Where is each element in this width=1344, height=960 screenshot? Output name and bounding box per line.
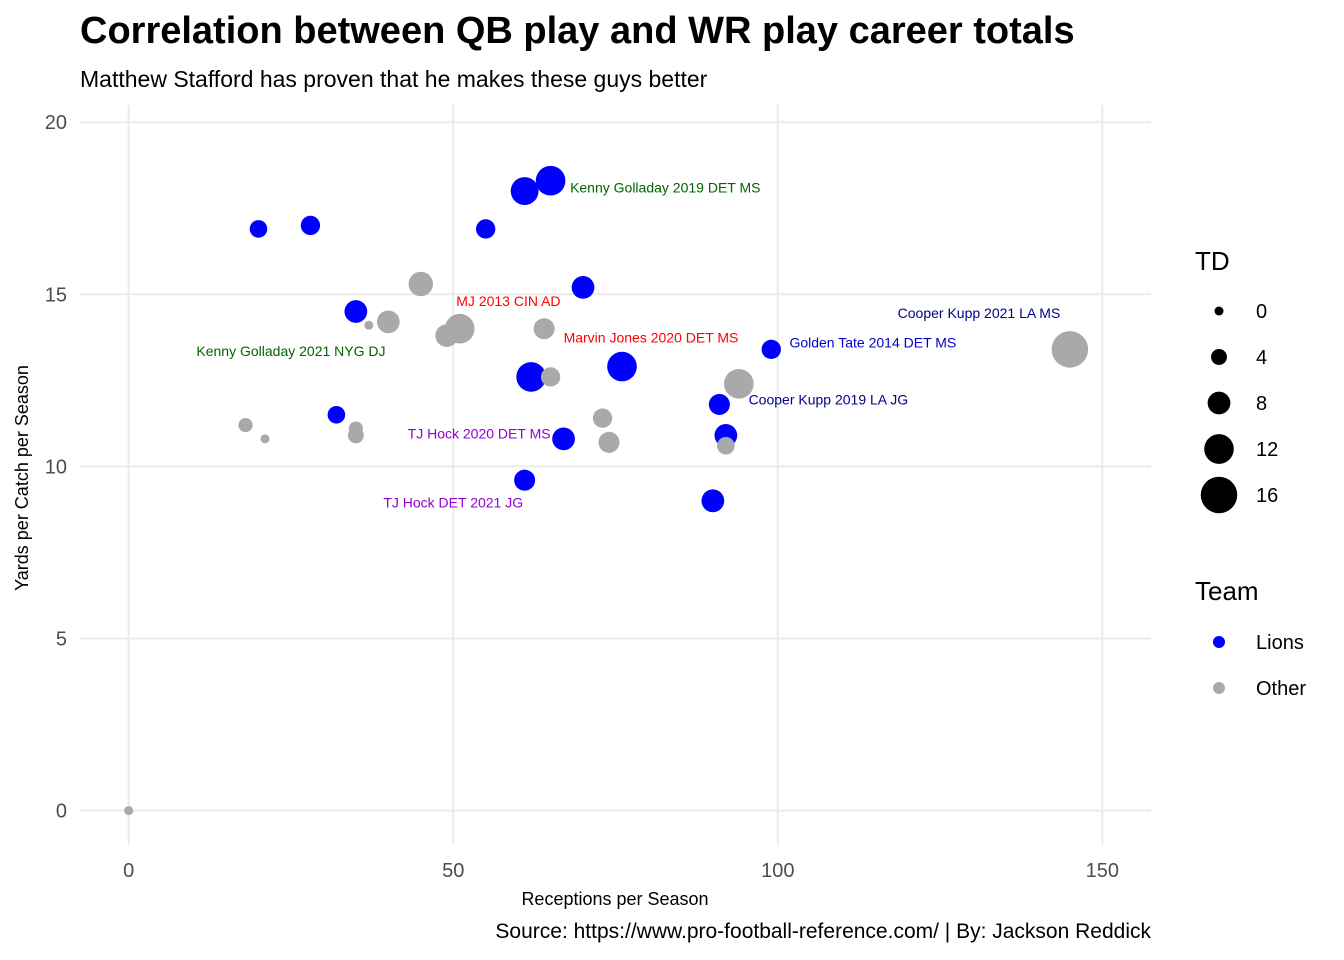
data-point bbox=[516, 362, 546, 392]
legend: TD 0 4 8 12 16 Team Lions Other bbox=[1195, 246, 1306, 700]
axis-ticks: 0 50 100 150 0 5 10 15 20 bbox=[45, 112, 1119, 882]
data-point bbox=[408, 271, 434, 297]
data-point bbox=[701, 489, 725, 513]
point-label: MJ 2013 CIN AD bbox=[456, 293, 560, 309]
data-point bbox=[717, 436, 735, 455]
size-legend-key bbox=[1200, 476, 1238, 514]
data-point bbox=[249, 220, 268, 238]
x-tick-label: 150 bbox=[1086, 860, 1119, 882]
data-point bbox=[476, 219, 496, 239]
size-legend-title: TD bbox=[1195, 246, 1230, 276]
data-point bbox=[327, 405, 346, 424]
data-point bbox=[708, 393, 730, 415]
point-label: Golden Tate 2014 DET MS bbox=[789, 334, 956, 350]
y-tick-label: 0 bbox=[56, 801, 67, 823]
data-point bbox=[376, 310, 400, 334]
point-label: Kenny Golladay 2019 DET MS bbox=[570, 180, 760, 196]
data-point bbox=[552, 427, 575, 451]
size-legend-label: 8 bbox=[1256, 393, 1267, 415]
color-legend-key bbox=[1213, 682, 1225, 694]
size-legend-label: 16 bbox=[1256, 485, 1278, 507]
data-point bbox=[238, 418, 253, 433]
size-legend-label: 4 bbox=[1256, 347, 1267, 369]
point-label: Cooper Kupp 2021 LA MS bbox=[898, 305, 1061, 321]
point-label: Kenny Golladay 2021 NYG DJ bbox=[196, 343, 385, 359]
data-point bbox=[124, 806, 134, 816]
point-label: Cooper Kupp 2019 LA JG bbox=[749, 391, 909, 407]
x-axis-label: Receptions per Season bbox=[521, 889, 708, 909]
size-legend-key bbox=[1204, 434, 1234, 464]
data-point bbox=[761, 339, 781, 360]
y-tick-label: 10 bbox=[45, 456, 67, 478]
data-point bbox=[347, 427, 364, 444]
data-point bbox=[1051, 331, 1089, 368]
point-annotations: Kenny Golladay 2019 DET MS Kenny Golladay… bbox=[196, 180, 1060, 511]
data-point bbox=[533, 318, 555, 340]
size-legend-key bbox=[1214, 306, 1224, 316]
data-point bbox=[514, 469, 536, 491]
data-point bbox=[364, 320, 374, 330]
size-legend-key bbox=[1207, 391, 1231, 415]
chart-caption: Source: https://www.pro-football-referen… bbox=[495, 920, 1151, 943]
size-legend-key bbox=[1211, 349, 1227, 365]
data-point bbox=[592, 408, 613, 428]
data-point bbox=[344, 300, 368, 323]
x-tick-label: 0 bbox=[123, 860, 134, 882]
size-legend-label: 0 bbox=[1256, 301, 1267, 323]
data-points bbox=[124, 165, 1089, 816]
data-point bbox=[571, 276, 595, 299]
chart-title: Correlation between QB play and WR play … bbox=[80, 10, 1075, 52]
chart-subtitle: Matthew Stafford has proven that he make… bbox=[80, 66, 708, 92]
color-legend-title: Team bbox=[1195, 576, 1259, 606]
size-legend-label: 12 bbox=[1256, 439, 1278, 461]
data-point bbox=[598, 431, 620, 453]
point-label: TJ Hock 2020 DET MS bbox=[408, 426, 551, 442]
data-point bbox=[300, 215, 321, 236]
data-point bbox=[540, 367, 561, 387]
data-point bbox=[444, 313, 475, 344]
point-label: TJ Hock DET 2021 JG bbox=[383, 495, 523, 511]
point-label: Marvin Jones 2020 DET MS bbox=[564, 329, 739, 345]
data-point bbox=[535, 165, 566, 196]
y-tick-label: 15 bbox=[45, 284, 67, 306]
data-point bbox=[260, 434, 270, 444]
y-tick-label: 20 bbox=[45, 112, 67, 134]
data-point bbox=[607, 351, 637, 382]
gridlines bbox=[80, 105, 1151, 845]
color-legend-label: Lions bbox=[1256, 632, 1304, 654]
data-point bbox=[724, 368, 754, 399]
y-tick-label: 5 bbox=[56, 628, 67, 650]
x-tick-label: 50 bbox=[442, 860, 464, 882]
data-point bbox=[510, 177, 539, 206]
y-axis-label: Yards per Catch per Season bbox=[12, 365, 32, 591]
x-tick-label: 100 bbox=[761, 860, 794, 882]
color-legend-label: Other bbox=[1256, 678, 1306, 700]
color-legend-key bbox=[1213, 636, 1225, 648]
